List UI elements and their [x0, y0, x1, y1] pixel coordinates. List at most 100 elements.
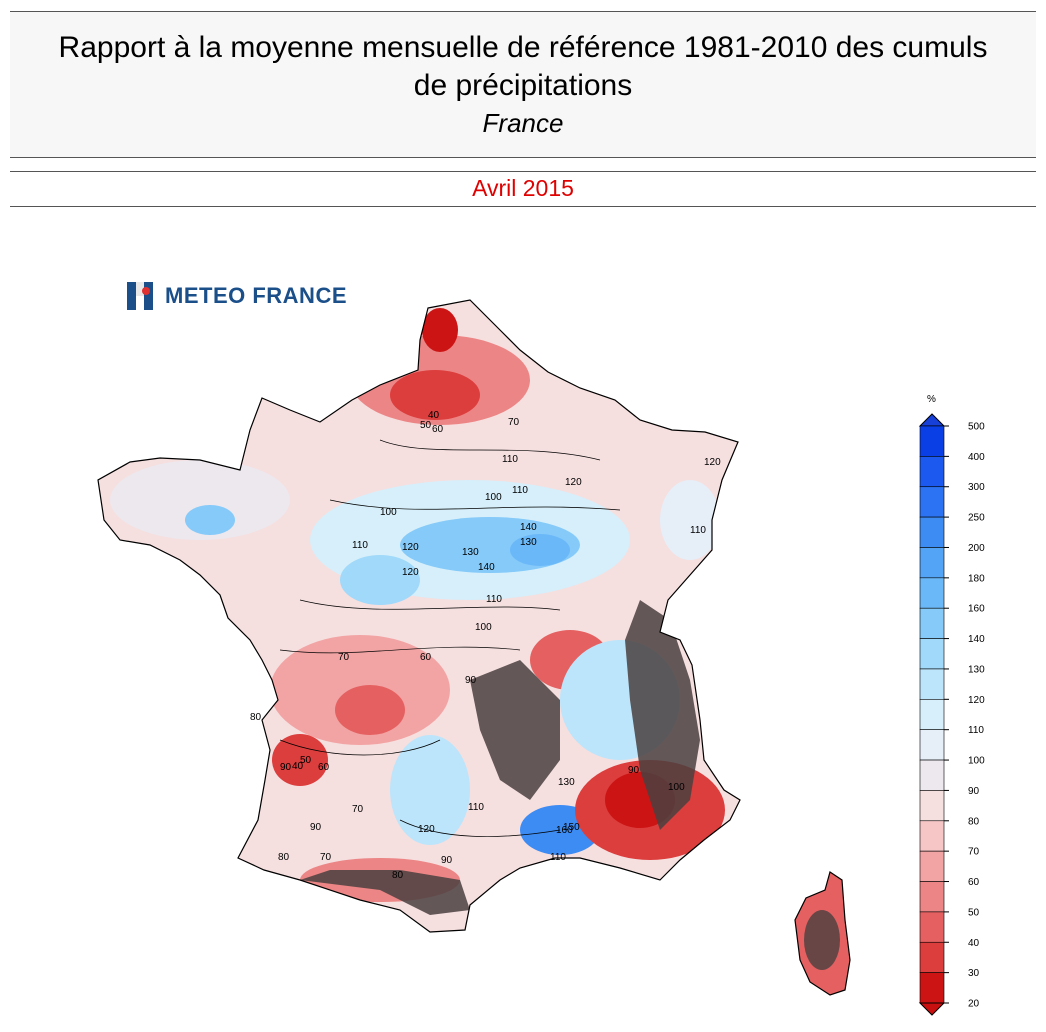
- contour-value-label: 110: [468, 802, 484, 813]
- legend-tick-label: 50: [968, 907, 980, 918]
- legend-swatch: [919, 516, 945, 548]
- france-mainland: [97, 299, 741, 933]
- legend-tick-label: 40: [968, 938, 980, 949]
- contour-value-label: 110: [690, 525, 706, 536]
- contour-value-label: 70: [352, 804, 364, 815]
- contour-value-label: 80: [278, 852, 290, 863]
- contour-value-label: 120: [418, 824, 435, 835]
- alsace-zone: [660, 480, 720, 560]
- brittany-wet: [185, 505, 235, 535]
- legend-swatch: [919, 972, 945, 1004]
- contour-value-label: 120: [402, 542, 419, 553]
- logo-text: METEO FRANCE: [165, 283, 347, 308]
- legend-swatch: [919, 790, 945, 822]
- legend-swatch: [919, 638, 945, 670]
- legend-swatch: [919, 425, 945, 457]
- contour-value-label: 80: [392, 870, 404, 881]
- legend-swatch: [919, 607, 945, 639]
- legend-colorbar: % 500 400 300 250 200 180 160 140 130 120 110 100 90…: [918, 394, 985, 1016]
- legend-tick-label: 400: [968, 452, 985, 463]
- contour-value-label: 130: [558, 777, 575, 788]
- pyrenees-relief: [300, 870, 470, 915]
- contour-value-label: 110: [486, 594, 502, 605]
- legend-tick-label: 110: [968, 725, 984, 736]
- legend-swatch: [919, 486, 945, 518]
- contour-value-label: 110: [502, 454, 518, 465]
- west-dry-core: [335, 685, 405, 735]
- legend-ticks: 500 400 300 250 200 180 160 140 130 120 110 100 90 80…: [944, 422, 985, 1010]
- contour-value-label: 110: [512, 485, 528, 496]
- contour-value-label: 120: [704, 457, 721, 468]
- contour-value-label: 120: [565, 477, 582, 488]
- contour-value-label: 100: [668, 782, 685, 793]
- contour-value-label: 90: [628, 765, 640, 776]
- contour-value-label: 120: [402, 567, 419, 578]
- contour-value-label: 40: [428, 410, 440, 421]
- paris-wet-core: [510, 534, 570, 566]
- title-panel: Rapport à la moyenne mensuelle de référe…: [10, 11, 1036, 158]
- loire-wet: [340, 555, 420, 605]
- contour-value-label: 110: [550, 852, 566, 863]
- legend-swatch: [919, 668, 945, 700]
- contour-value-label: 130: [462, 547, 479, 558]
- contour-value-label: 130: [520, 537, 537, 548]
- legend-arrow-bottom: [918, 1002, 946, 1016]
- contour-value-label: 140: [520, 522, 537, 533]
- contour-value-label: 80: [250, 712, 262, 723]
- legend-tick-label: 90: [968, 786, 980, 797]
- legend-tick-label: 200: [968, 543, 985, 554]
- france-outline: [97, 299, 741, 933]
- legend-tick-label: 300: [968, 482, 985, 493]
- contour-value-label: 50: [300, 755, 312, 766]
- legend-swatches: [918, 413, 946, 1016]
- legend-swatch: [919, 759, 945, 791]
- legend-tick-label: 130: [968, 664, 985, 675]
- corsica: [794, 871, 851, 996]
- alps-relief: [625, 600, 700, 830]
- contour-value-label: 60: [318, 762, 330, 773]
- map-title-line-2: de précipitations: [413, 69, 633, 102]
- legend-tick-label: 30: [968, 968, 980, 979]
- date-panel: Avril 2015: [10, 171, 1036, 207]
- contour-value-label: 60: [432, 424, 444, 435]
- legend-tick-label: 60: [968, 877, 980, 888]
- contour-value-label: 90: [465, 675, 477, 686]
- contour-value-label: 90: [310, 822, 322, 833]
- contour-value-label: 150: [563, 822, 580, 833]
- legend-swatch: [919, 729, 945, 761]
- map-subtitle: France: [482, 108, 564, 138]
- legend-tick-label: 80: [968, 816, 980, 827]
- north-dry-core: [390, 370, 480, 420]
- contour-value-label: 100: [380, 507, 397, 518]
- contour-value-label: 60: [420, 652, 432, 663]
- legend-arrow-top: [918, 413, 946, 427]
- legend-swatch: [919, 881, 945, 913]
- legend-swatch: [919, 547, 945, 579]
- contour-value-label: 70: [320, 852, 332, 863]
- contour-value-label: 100: [475, 622, 492, 633]
- legend-tick-label: 140: [968, 634, 985, 645]
- contour-value-label: 110: [352, 540, 368, 551]
- legend-swatch: [919, 456, 945, 488]
- legend-swatch: [919, 850, 945, 882]
- legend-tick-label: 100: [968, 756, 985, 767]
- legend-swatch: [919, 699, 945, 730]
- corsica-outline: [794, 871, 851, 996]
- contour-value-label: 90: [280, 762, 292, 773]
- gironde-dry: [272, 734, 328, 786]
- meteo-france-logo-icon: [127, 282, 153, 310]
- massif-central-relief: [470, 660, 560, 800]
- contour-value-label: 50: [420, 420, 432, 431]
- map-title-line-1: Rapport à la moyenne mensuelle de référe…: [58, 31, 988, 64]
- southwest-wet: [390, 735, 470, 845]
- contour-value-label: 70: [338, 652, 350, 663]
- meteo-france-logo: METEO FRANCE: [127, 282, 347, 310]
- contour-value-label: 160: [556, 825, 573, 836]
- contour-value-label: 90: [441, 855, 453, 866]
- legend-tick-label: 500: [968, 422, 985, 433]
- legend-tick-label: 70: [968, 847, 980, 858]
- legend-swatch: [919, 820, 945, 852]
- legend-swatch: [919, 941, 945, 973]
- legend-tick-label: 180: [968, 573, 985, 584]
